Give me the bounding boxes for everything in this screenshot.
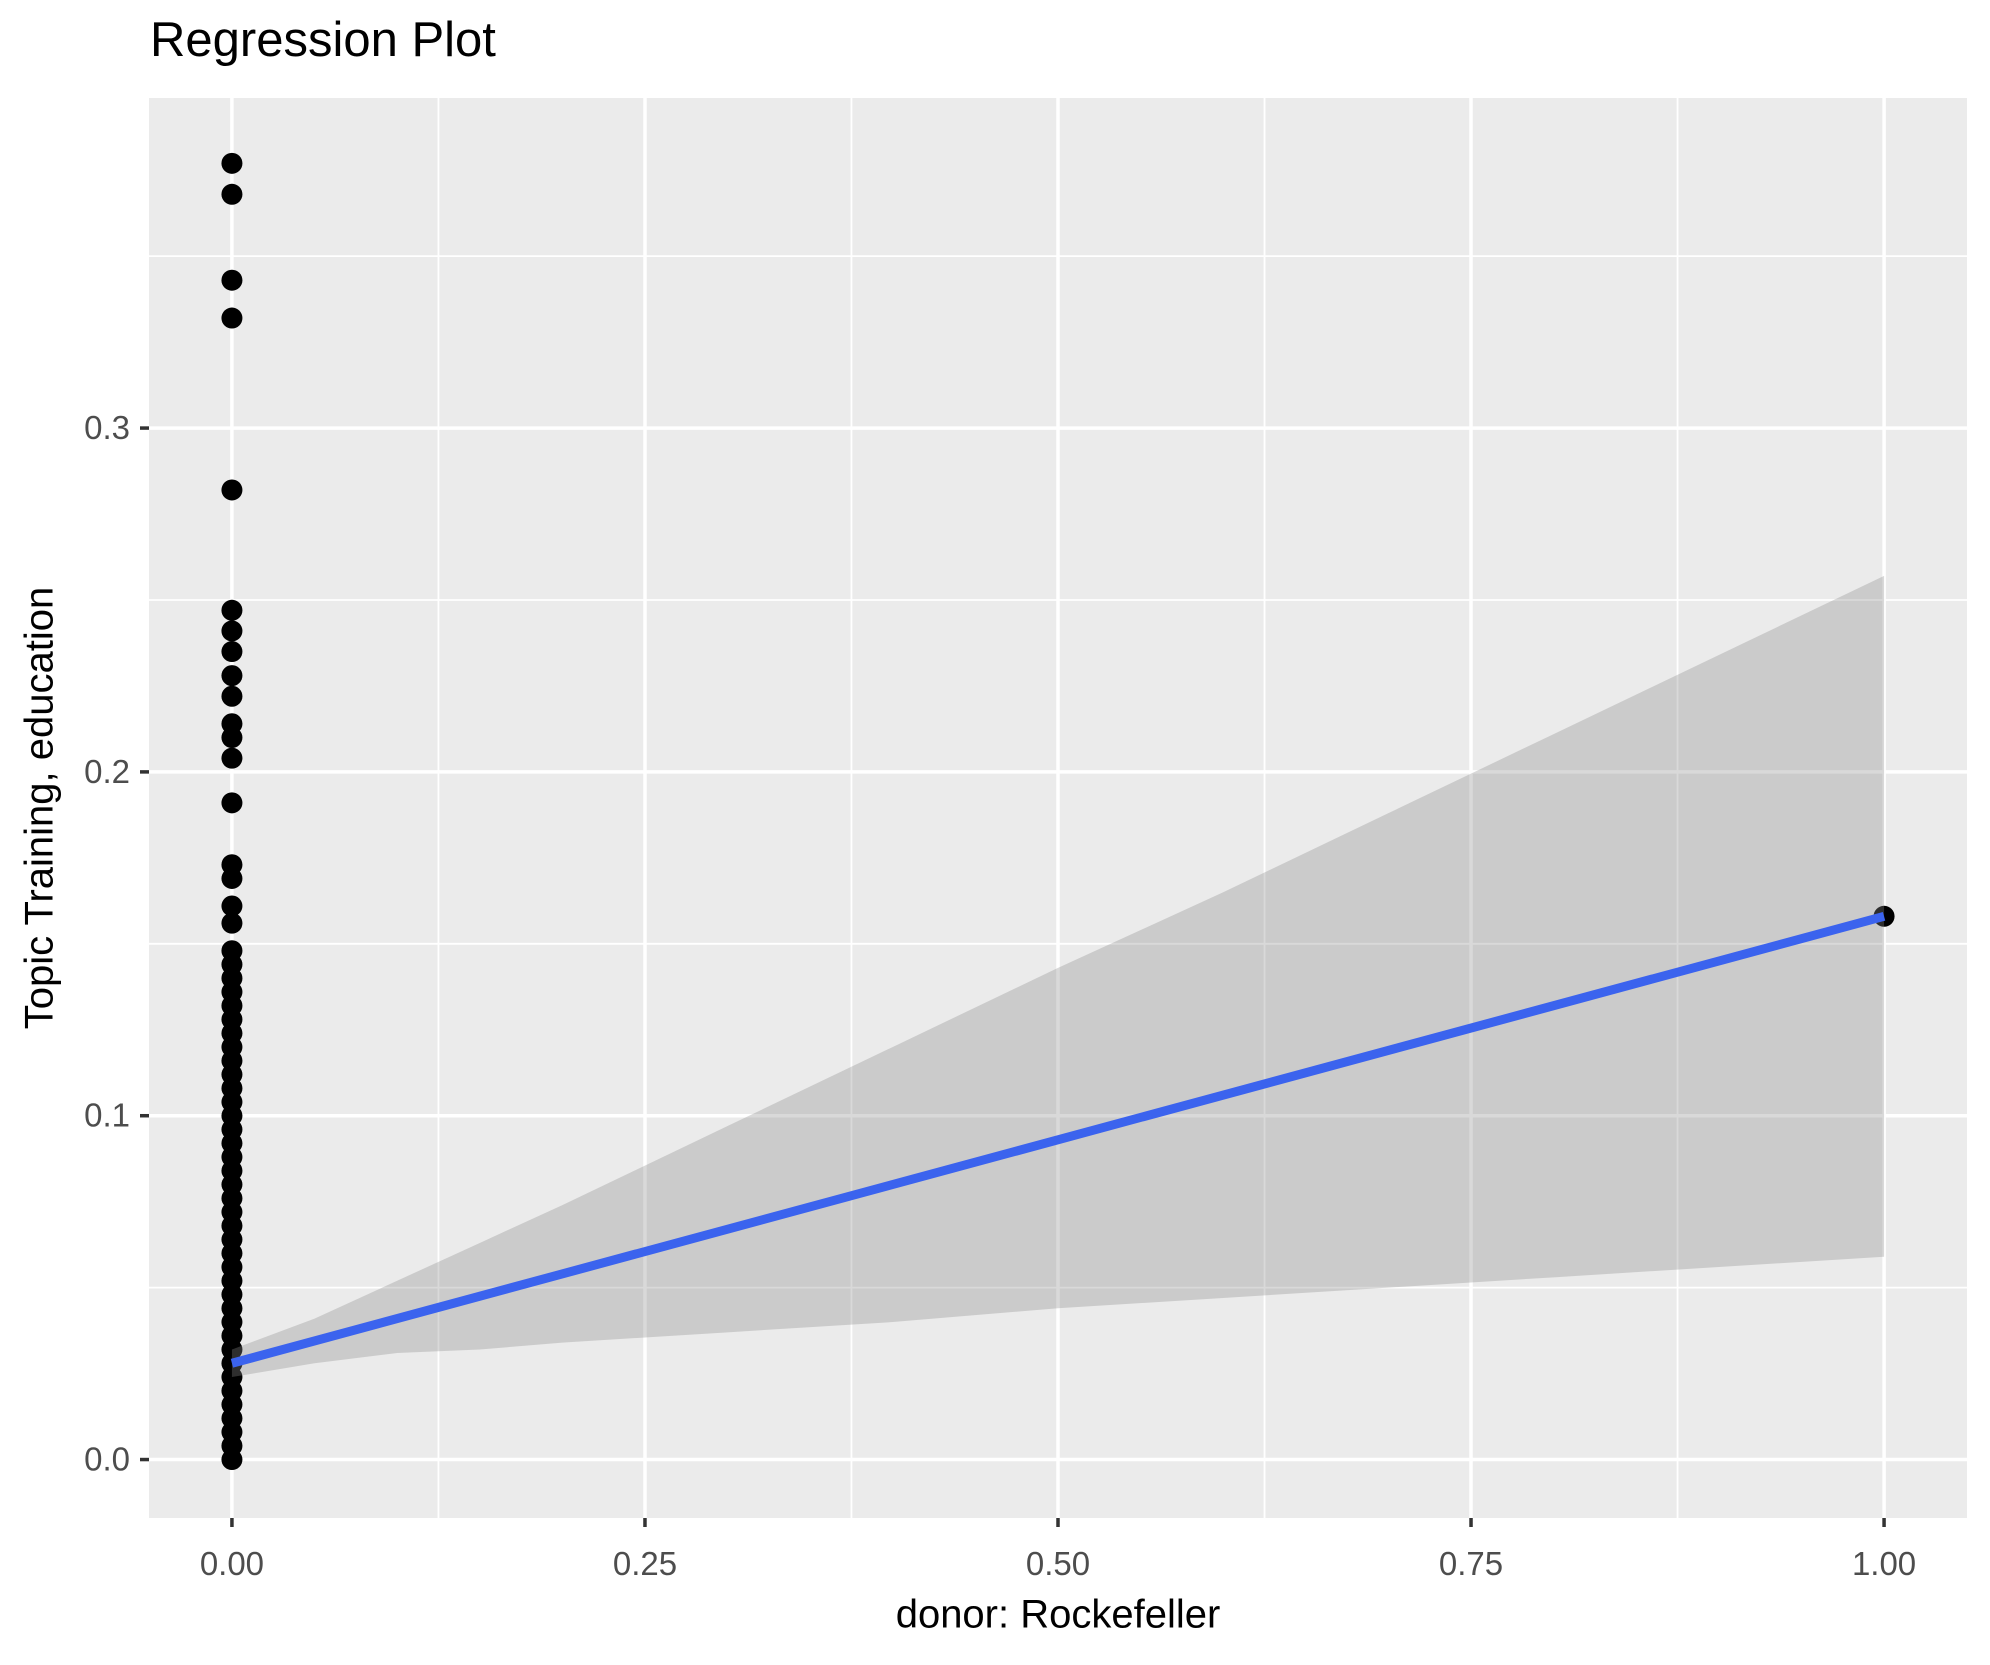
scatter-point: [221, 307, 243, 329]
y-tick-label: 0.2: [84, 753, 130, 790]
regression-line: [230, 911, 1886, 1368]
scatter-point: [221, 479, 243, 501]
scatter-point: [221, 792, 243, 814]
scatter-point: [221, 747, 243, 769]
x-axis-title: donor: Rockefeller: [895, 1592, 1221, 1637]
x-tick-label: 0.75: [1439, 1545, 1503, 1582]
x-tick-label: 0.00: [200, 1545, 264, 1582]
y-axis-title: Topic Training, education: [17, 586, 62, 1030]
scatter-point: [221, 599, 243, 621]
y-tick-label: 0.3: [84, 409, 130, 446]
x-tick-label: 1.00: [1852, 1545, 1916, 1582]
y-tick-label: 0.1: [84, 1097, 130, 1134]
scatter-point: [221, 620, 243, 642]
x-tick-label: 0.25: [613, 1545, 677, 1582]
scatter-point: [221, 665, 243, 687]
scatter-point: [221, 152, 243, 174]
scatter-point: [221, 183, 243, 205]
scatter-point: [221, 895, 243, 917]
scatter-point: [221, 641, 243, 663]
scatter-point: [221, 867, 243, 889]
scatter-point: [221, 269, 243, 291]
scatter-point: [221, 912, 243, 934]
confidence-band: [231, 575, 1885, 1378]
y-tick-label: 0.0: [84, 1441, 130, 1478]
scatter-point: [221, 1449, 243, 1471]
x-tick-label: 0.50: [1026, 1545, 1090, 1582]
plot-title: Regression Plot: [150, 13, 496, 67]
scatter-point: [221, 727, 243, 749]
scatter-point: [221, 685, 243, 707]
